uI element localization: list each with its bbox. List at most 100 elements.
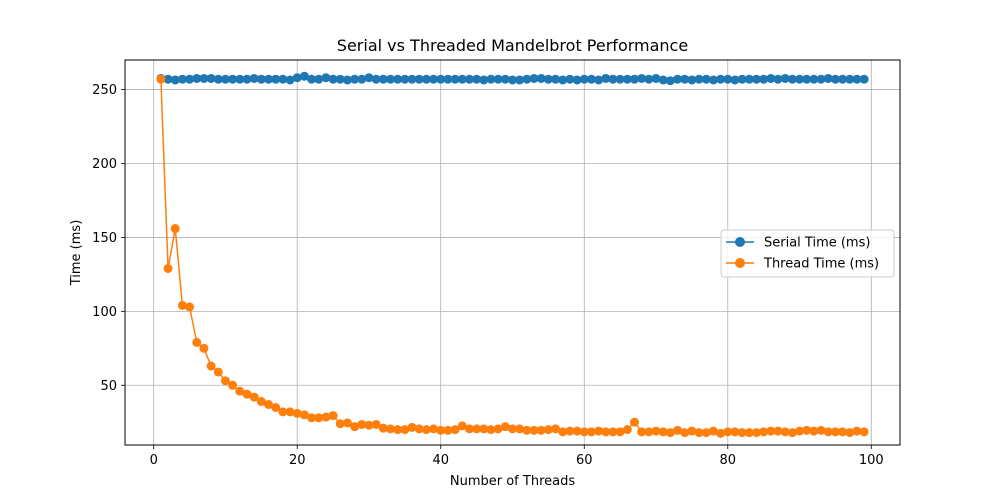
data-point: [486, 74, 496, 84]
y-tick-label: 100: [92, 305, 117, 320]
x-tick-label: 60: [576, 453, 593, 468]
data-point: [651, 426, 661, 436]
data-point: [350, 74, 360, 84]
data-point: [551, 424, 561, 434]
data-point: [629, 417, 639, 427]
data-point: [371, 74, 381, 84]
data-point: [429, 74, 439, 84]
data-point: [472, 424, 482, 434]
data-point: [486, 425, 496, 435]
data-point: [852, 426, 862, 436]
data-point: [335, 74, 345, 84]
data-point: [242, 74, 252, 84]
data-point: [493, 424, 503, 434]
data-point: [285, 75, 295, 85]
data-point: [450, 425, 460, 435]
x-tick-label: 0: [150, 453, 158, 468]
data-point: [357, 419, 367, 429]
data-point: [558, 427, 568, 437]
data-point: [823, 427, 833, 437]
data-point: [170, 224, 180, 234]
data-point: [192, 337, 202, 347]
data-point: [687, 75, 697, 85]
data-point: [163, 74, 173, 84]
data-point: [342, 75, 352, 85]
data-point: [464, 74, 474, 84]
data-point: [285, 407, 295, 417]
data-point: [307, 74, 317, 84]
data-point: [830, 74, 840, 84]
data-point: [185, 74, 195, 84]
data-point: [314, 74, 324, 84]
data-point: [543, 425, 553, 435]
data-point: [615, 427, 625, 437]
data-point: [716, 428, 726, 438]
data-point: [751, 74, 761, 84]
data-point: [809, 426, 819, 436]
data-point: [364, 420, 374, 430]
data-point: [780, 73, 790, 83]
data-point: [845, 74, 855, 84]
data-point: [378, 423, 388, 433]
data-point: [658, 427, 668, 437]
data-point: [601, 73, 611, 83]
data-point: [357, 74, 367, 84]
data-point: [665, 76, 675, 86]
data-point: [701, 74, 711, 84]
data-point: [759, 74, 769, 84]
data-point: [479, 424, 489, 434]
data-point: [228, 380, 238, 390]
data-point: [673, 74, 683, 84]
series-thread: [156, 74, 869, 438]
data-point: [508, 75, 517, 85]
data-point: [414, 74, 424, 84]
data-point: [228, 74, 238, 84]
data-point: [292, 73, 302, 83]
data-point: [586, 427, 596, 437]
data-point: [529, 425, 539, 435]
data-point: [314, 413, 324, 423]
data-point: [407, 74, 417, 84]
data-point: [249, 73, 259, 83]
data-point: [335, 419, 345, 429]
data-point: [321, 412, 331, 422]
series-serial: [156, 71, 869, 86]
data-point: [809, 74, 819, 84]
data-point: [751, 428, 761, 438]
data-point: [400, 74, 410, 84]
data-point: [543, 74, 553, 84]
data-point: [256, 397, 266, 407]
series-layer: [156, 71, 869, 438]
data-point: [723, 74, 733, 84]
data-point: [594, 426, 604, 436]
data-point: [680, 428, 690, 438]
x-axis-label: Number of Threads: [450, 474, 575, 489]
data-point: [292, 408, 302, 418]
data-point: [177, 74, 187, 84]
data-point: [271, 402, 281, 412]
data-point: [278, 74, 288, 84]
data-point: [823, 73, 833, 83]
data-point: [163, 263, 173, 273]
data-point: [744, 428, 754, 438]
data-point: [795, 74, 805, 84]
data-point: [766, 73, 776, 83]
data-point: [450, 74, 460, 84]
data-point: [199, 73, 209, 83]
y-tick-label: 50: [100, 379, 117, 394]
data-point: [393, 425, 403, 435]
data-point: [766, 426, 776, 436]
data-point: [845, 428, 855, 438]
data-point: [328, 411, 338, 421]
data-point: [644, 74, 654, 84]
data-point: [759, 427, 769, 437]
data-point: [156, 74, 166, 84]
data-point: [364, 73, 374, 83]
data-point: [192, 73, 202, 83]
data-point: [615, 74, 625, 84]
y-axis: 50 100 150 200 250: [92, 83, 125, 394]
data-point: [443, 74, 453, 84]
data-point: [407, 422, 417, 432]
data-point: [436, 74, 446, 84]
data-point: [816, 74, 826, 84]
